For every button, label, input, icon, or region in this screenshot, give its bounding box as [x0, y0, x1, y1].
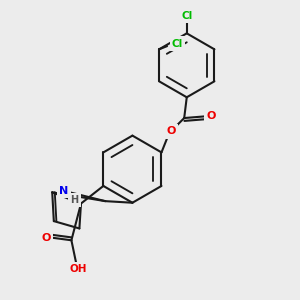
Text: Cl: Cl [181, 11, 192, 21]
Text: O: O [41, 233, 50, 243]
Text: H: H [70, 195, 79, 205]
Text: N: N [59, 186, 69, 197]
Text: O: O [206, 111, 216, 122]
Text: Cl: Cl [172, 39, 183, 49]
Text: OH: OH [69, 264, 86, 274]
Text: O: O [166, 127, 176, 136]
